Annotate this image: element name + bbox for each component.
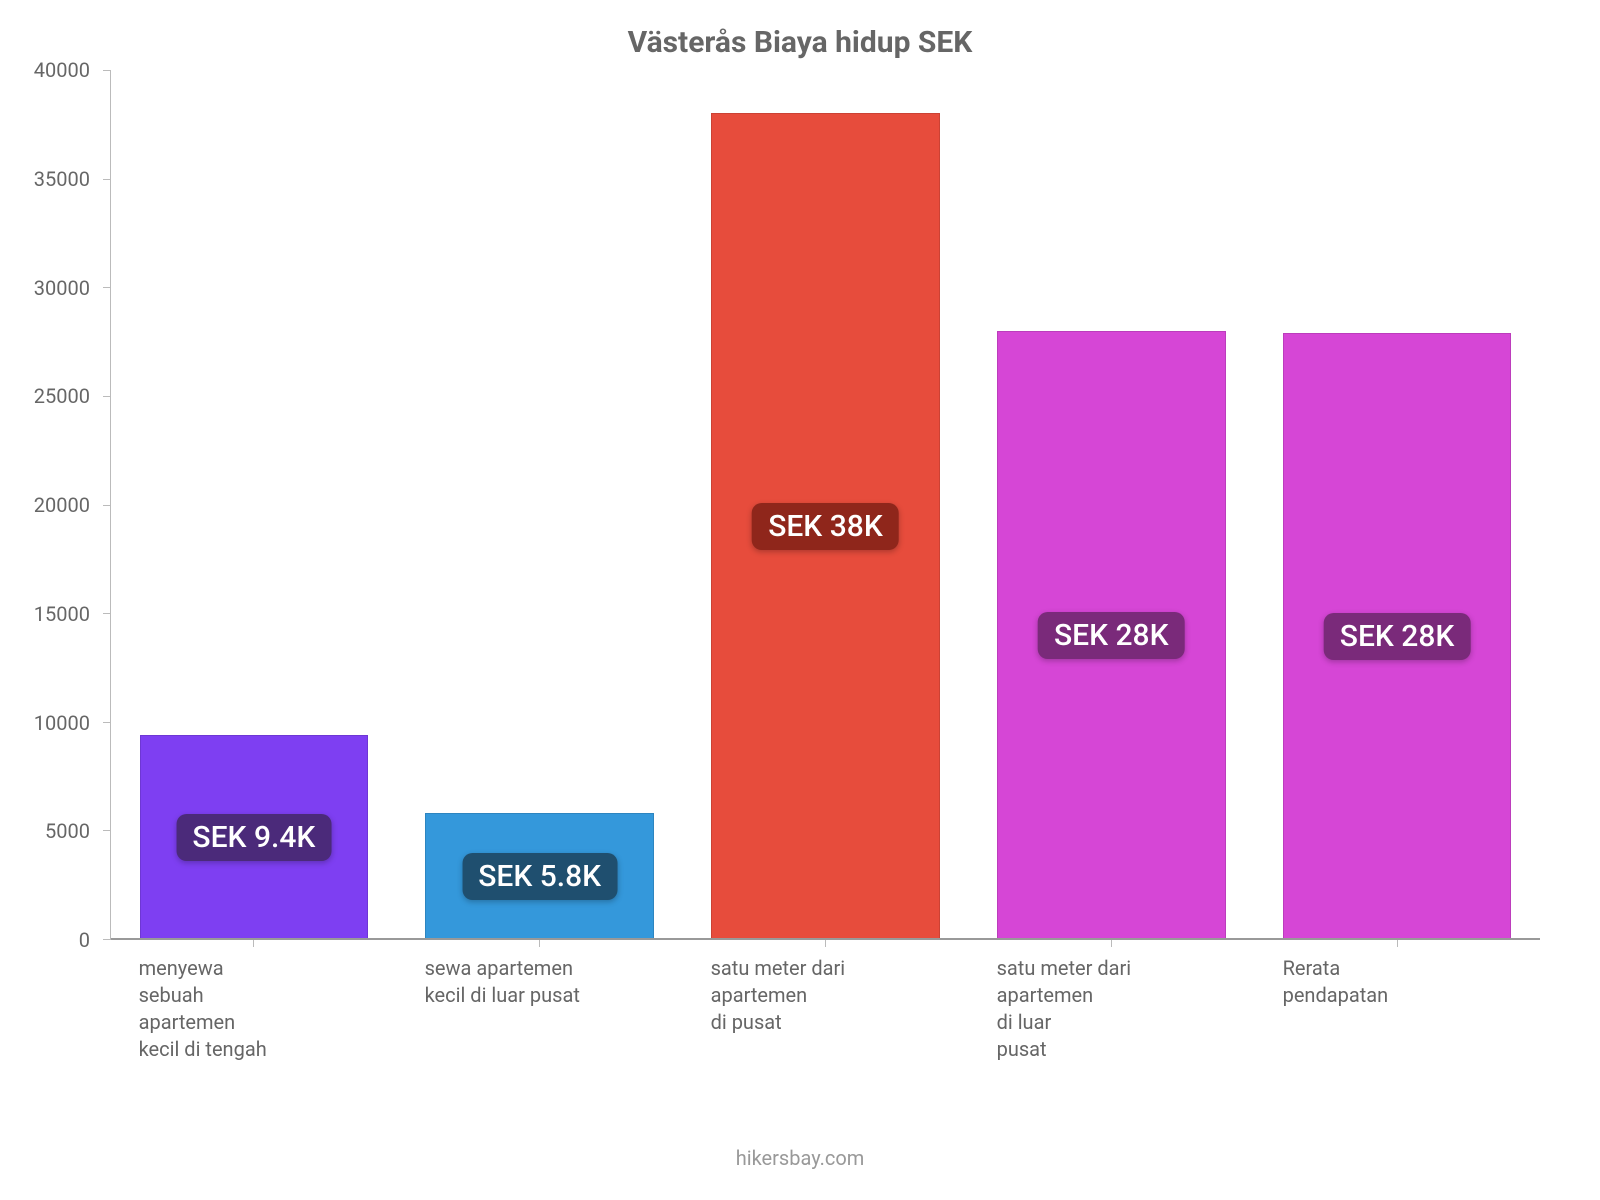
value-badge: SEK 9.4K [176,814,331,861]
value-badge: SEK 5.8K [462,853,617,900]
x-label-slot: sewa apartemen kecil di luar pusat [425,955,654,1063]
chart-plot: 0500010000150002000025000300003500040000… [110,70,1540,940]
y-tick-label: 5000 [45,819,90,843]
value-badge: SEK 38K [752,503,899,550]
y-tick [103,830,111,831]
x-tick [1397,939,1398,947]
x-axis: menyewa sebuah apartemen kecil di tengah… [110,955,1540,1063]
y-tick-label: 15000 [34,602,90,626]
x-label-slot: satu meter dari apartemen di pusat [711,955,940,1063]
y-tick-label: 30000 [34,276,90,300]
y-tick [103,396,111,397]
y-tick-label: 25000 [34,384,90,408]
y-tick [103,287,111,288]
chart-footer: hikersbay.com [0,1146,1600,1170]
bar: SEK 38K [711,113,940,939]
y-axis: 0500010000150002000025000300003500040000 [20,70,100,940]
bar-slot: SEK 38K [711,70,940,939]
y-tick-label: 10000 [34,711,90,735]
value-badge: SEK 28K [1324,613,1471,660]
plot-area: SEK 9.4K SEK 5.8K SEK 38K SEK 28K SEK 28K [110,70,1540,940]
y-tick [103,613,111,614]
bar: SEK 28K [1283,333,1512,939]
bar-slot: SEK 28K [997,70,1226,939]
x-tick-label: menyewa sebuah apartemen kecil di tengah [139,955,267,1063]
bar-slot: SEK 5.8K [425,70,654,939]
x-tick-label: Rerata pendapatan [1283,955,1389,1063]
y-tick [103,722,111,723]
y-tick [103,939,111,940]
x-tick [253,939,254,947]
y-tick [103,70,111,71]
value-badge: SEK 28K [1038,612,1185,659]
y-tick [103,505,111,506]
x-label-slot: Rerata pendapatan [1283,955,1512,1063]
bar: SEK 5.8K [425,813,654,939]
chart-title: Västerås Biaya hidup SEK [0,25,1600,60]
bar: SEK 28K [997,331,1226,939]
bars-group: SEK 9.4K SEK 5.8K SEK 38K SEK 28K SEK 28K [111,70,1540,939]
y-tick-label: 40000 [34,58,90,82]
x-label-slot: menyewa sebuah apartemen kecil di tengah [139,955,368,1063]
x-label-slot: satu meter dari apartemen di luar pusat [997,955,1226,1063]
bar-slot: SEK 9.4K [140,70,369,939]
y-tick-label: 20000 [34,493,90,517]
y-tick [103,179,111,180]
x-tick-label: satu meter dari apartemen di luar pusat [997,955,1132,1063]
y-tick-label: 0 [79,928,90,952]
bar: SEK 9.4K [140,735,369,939]
x-tick-label: satu meter dari apartemen di pusat [711,955,846,1063]
x-tick [539,939,540,947]
x-tick-label: sewa apartemen kecil di luar pusat [425,955,580,1063]
x-tick [825,939,826,947]
y-tick-label: 35000 [34,167,90,191]
x-axis-line [111,938,1540,940]
x-tick [1111,939,1112,947]
chart-container: Västerås Biaya hidup SEK 050001000015000… [0,0,1600,1200]
bar-slot: SEK 28K [1283,70,1512,939]
